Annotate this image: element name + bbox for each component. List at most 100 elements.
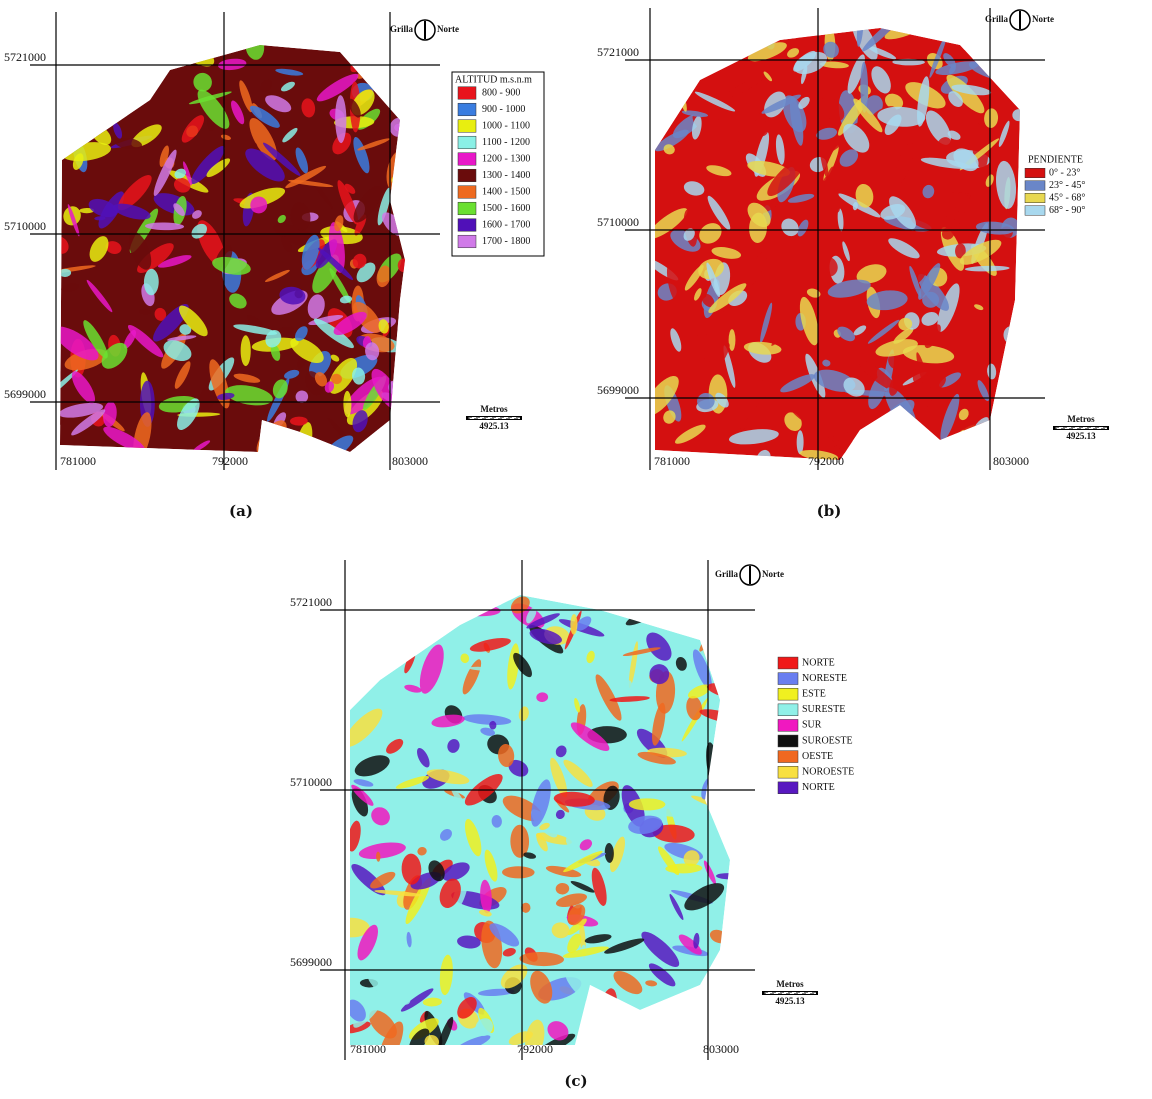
map-patch — [665, 863, 703, 874]
map-patch — [871, 66, 891, 94]
legend-label: NORESTE — [802, 673, 847, 684]
map-patch — [350, 917, 370, 938]
map-patch — [88, 198, 118, 218]
map-patch — [924, 324, 941, 349]
legend-label: SURESTE — [802, 704, 845, 715]
map-patch — [687, 684, 711, 699]
map-patch — [281, 236, 293, 253]
map-patch — [669, 893, 684, 921]
map-patch — [376, 45, 405, 72]
map-patch — [691, 595, 730, 622]
map-patch — [579, 839, 593, 851]
map-patch — [647, 1017, 662, 1029]
map-patch — [343, 390, 352, 418]
map-patch — [678, 934, 702, 955]
map-patch — [307, 294, 325, 319]
map-patch — [479, 909, 492, 917]
map-patch — [77, 71, 103, 107]
map-patch — [376, 851, 381, 862]
map-patch — [475, 1018, 493, 1037]
map-patch — [655, 40, 679, 69]
map-patch — [491, 814, 502, 828]
map-patch — [388, 74, 405, 108]
map-patch — [426, 769, 470, 785]
legend-label: SUROESTE — [802, 735, 853, 746]
map-patch — [60, 265, 96, 274]
map-patch — [882, 432, 892, 456]
map-patch — [537, 1033, 576, 1045]
map-patch — [428, 860, 445, 882]
y-coordinate: 5710000 — [597, 215, 639, 229]
map-patch — [668, 29, 690, 49]
map-patch — [378, 1021, 404, 1045]
map-patch — [964, 265, 1010, 272]
map-patch — [324, 435, 354, 452]
map-patch — [555, 893, 588, 908]
map-patch — [521, 902, 531, 913]
map-patch — [60, 326, 99, 361]
map-patch — [627, 680, 640, 731]
map-patch — [796, 430, 804, 455]
map-patch — [822, 359, 831, 367]
map-patch — [480, 879, 492, 914]
map-patch — [128, 231, 152, 270]
legend-label: ESTE — [802, 688, 826, 699]
map-patch — [272, 379, 288, 399]
map-patch — [693, 932, 700, 949]
map-patch — [60, 120, 84, 140]
map-patch — [284, 369, 300, 379]
map-patch — [683, 228, 695, 241]
map-patch — [380, 52, 396, 70]
map-patch — [163, 340, 192, 362]
map-patch — [723, 345, 736, 388]
legend-swatch — [777, 781, 799, 794]
map-patch — [144, 222, 185, 231]
map-patch — [604, 842, 614, 863]
map-patch — [987, 363, 997, 380]
legend-label: 800 - 900 — [482, 87, 520, 98]
map-patch — [191, 223, 207, 239]
map-patch — [530, 970, 553, 1004]
legend-label: 68° - 90° — [1049, 205, 1085, 216]
map-patch — [669, 44, 708, 69]
map-patch — [217, 58, 247, 71]
map-patch — [526, 613, 560, 629]
map-patch — [575, 616, 592, 631]
legend-label: SUR — [802, 720, 822, 731]
legend-swatch — [457, 152, 477, 166]
y-coordinate: 5699000 — [597, 383, 639, 397]
map-patch — [1012, 109, 1020, 122]
map-patch — [909, 265, 922, 298]
map-patch — [379, 901, 397, 950]
map-patch — [233, 373, 261, 383]
map-patch — [153, 149, 177, 196]
map-patch — [350, 629, 369, 658]
map-patch — [71, 371, 96, 404]
map-patch — [250, 196, 268, 214]
map-patch — [637, 751, 676, 765]
map-patch — [294, 326, 308, 341]
map-patch — [214, 45, 228, 49]
map-patch — [697, 393, 715, 410]
map-patch — [131, 46, 142, 57]
map-patch — [619, 895, 649, 924]
map-patch — [381, 72, 398, 77]
map-patch — [921, 46, 931, 56]
map-patch — [911, 230, 918, 243]
map-patch — [984, 108, 999, 129]
map-patch — [819, 61, 849, 69]
map-patch — [977, 380, 990, 402]
map-patch — [418, 965, 439, 993]
y-coordinate: 5721000 — [290, 595, 332, 609]
map-patch — [522, 877, 537, 897]
compass-right: Norte — [762, 569, 784, 579]
map-patch — [888, 353, 900, 369]
compass-left: Grilla — [390, 24, 413, 34]
legend-swatch — [457, 102, 477, 117]
legend-swatch — [777, 719, 799, 732]
map-patch — [860, 61, 869, 113]
map-patch — [771, 328, 790, 346]
map-patch — [89, 236, 109, 262]
map-patch — [177, 398, 200, 430]
y-coordinate: 5710000 — [4, 219, 46, 233]
